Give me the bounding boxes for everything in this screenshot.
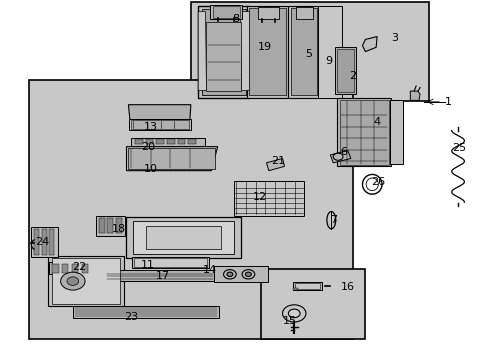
Circle shape xyxy=(61,272,85,290)
Bar xyxy=(131,138,204,145)
Text: 18: 18 xyxy=(111,225,125,234)
Text: 2: 2 xyxy=(348,71,356,81)
Bar xyxy=(166,139,174,144)
Bar xyxy=(34,229,39,255)
Text: 20: 20 xyxy=(141,142,155,152)
Bar xyxy=(126,217,240,258)
Bar xyxy=(133,221,233,253)
Polygon shape xyxy=(31,227,58,257)
Bar xyxy=(294,283,320,289)
Bar xyxy=(233,181,304,216)
Bar xyxy=(135,139,142,144)
Bar xyxy=(293,282,321,291)
Bar xyxy=(146,226,221,249)
Polygon shape xyxy=(198,12,206,90)
Text: 22: 22 xyxy=(72,262,87,272)
Bar xyxy=(260,269,365,338)
Bar xyxy=(49,229,54,255)
Text: 21: 21 xyxy=(271,156,285,166)
Polygon shape xyxy=(201,9,245,95)
Bar xyxy=(116,219,122,233)
Text: 7: 7 xyxy=(329,215,336,225)
Text: 3: 3 xyxy=(390,33,397,43)
Text: 10: 10 xyxy=(143,164,158,174)
Polygon shape xyxy=(126,147,217,171)
Bar xyxy=(129,119,190,130)
Polygon shape xyxy=(330,150,350,163)
Text: 24: 24 xyxy=(35,237,49,247)
Bar xyxy=(145,139,153,144)
Bar xyxy=(249,8,286,95)
Text: 15: 15 xyxy=(282,316,296,325)
Polygon shape xyxy=(293,288,298,291)
Text: 4: 4 xyxy=(373,117,380,127)
Text: 8: 8 xyxy=(232,14,239,24)
Bar xyxy=(72,264,78,273)
Text: 25: 25 xyxy=(451,143,465,153)
Bar xyxy=(62,264,68,273)
Bar xyxy=(96,216,125,235)
Bar xyxy=(81,264,88,273)
Bar xyxy=(128,148,215,169)
Bar xyxy=(177,139,185,144)
Text: 13: 13 xyxy=(143,122,158,132)
Polygon shape xyxy=(362,37,376,51)
Bar xyxy=(132,257,209,268)
Bar xyxy=(41,229,46,255)
Polygon shape xyxy=(409,91,419,100)
Text: 5: 5 xyxy=(305,49,312,59)
Polygon shape xyxy=(266,158,284,171)
Polygon shape xyxy=(317,6,341,98)
Circle shape xyxy=(288,309,300,318)
Polygon shape xyxy=(105,270,214,281)
Bar xyxy=(212,6,239,18)
Circle shape xyxy=(67,277,79,285)
Bar xyxy=(156,139,163,144)
Bar xyxy=(190,3,428,101)
Bar xyxy=(296,7,312,19)
Circle shape xyxy=(245,272,251,276)
Bar xyxy=(48,256,123,306)
Polygon shape xyxy=(240,12,249,90)
Bar xyxy=(107,219,113,233)
Text: 16: 16 xyxy=(340,282,354,292)
Bar xyxy=(258,7,278,19)
Circle shape xyxy=(226,272,232,276)
Polygon shape xyxy=(73,306,219,318)
Bar xyxy=(210,5,242,19)
Bar xyxy=(52,264,59,273)
Text: 1: 1 xyxy=(444,97,451,107)
Polygon shape xyxy=(288,6,318,98)
Polygon shape xyxy=(49,262,94,274)
Bar xyxy=(336,49,353,92)
Text: 14: 14 xyxy=(202,265,216,275)
Bar xyxy=(188,139,196,144)
Polygon shape xyxy=(246,6,288,98)
Bar xyxy=(389,100,402,164)
Bar xyxy=(134,258,207,267)
Bar xyxy=(206,22,241,91)
Bar xyxy=(99,219,105,233)
Text: 23: 23 xyxy=(124,312,138,322)
Text: 9: 9 xyxy=(324,56,331,66)
Bar xyxy=(291,8,316,95)
Polygon shape xyxy=(128,105,190,120)
Text: 26: 26 xyxy=(371,177,385,187)
Text: 6: 6 xyxy=(339,147,346,157)
Polygon shape xyxy=(198,6,249,98)
Bar xyxy=(131,120,189,129)
Bar xyxy=(339,100,388,165)
Text: 19: 19 xyxy=(257,42,271,51)
Polygon shape xyxy=(214,266,267,282)
Text: 17: 17 xyxy=(155,271,169,281)
Text: 12: 12 xyxy=(252,192,266,202)
Bar xyxy=(52,258,120,304)
Bar xyxy=(29,80,352,338)
Text: 11: 11 xyxy=(141,260,155,270)
Bar xyxy=(336,98,390,166)
Polygon shape xyxy=(334,47,355,94)
